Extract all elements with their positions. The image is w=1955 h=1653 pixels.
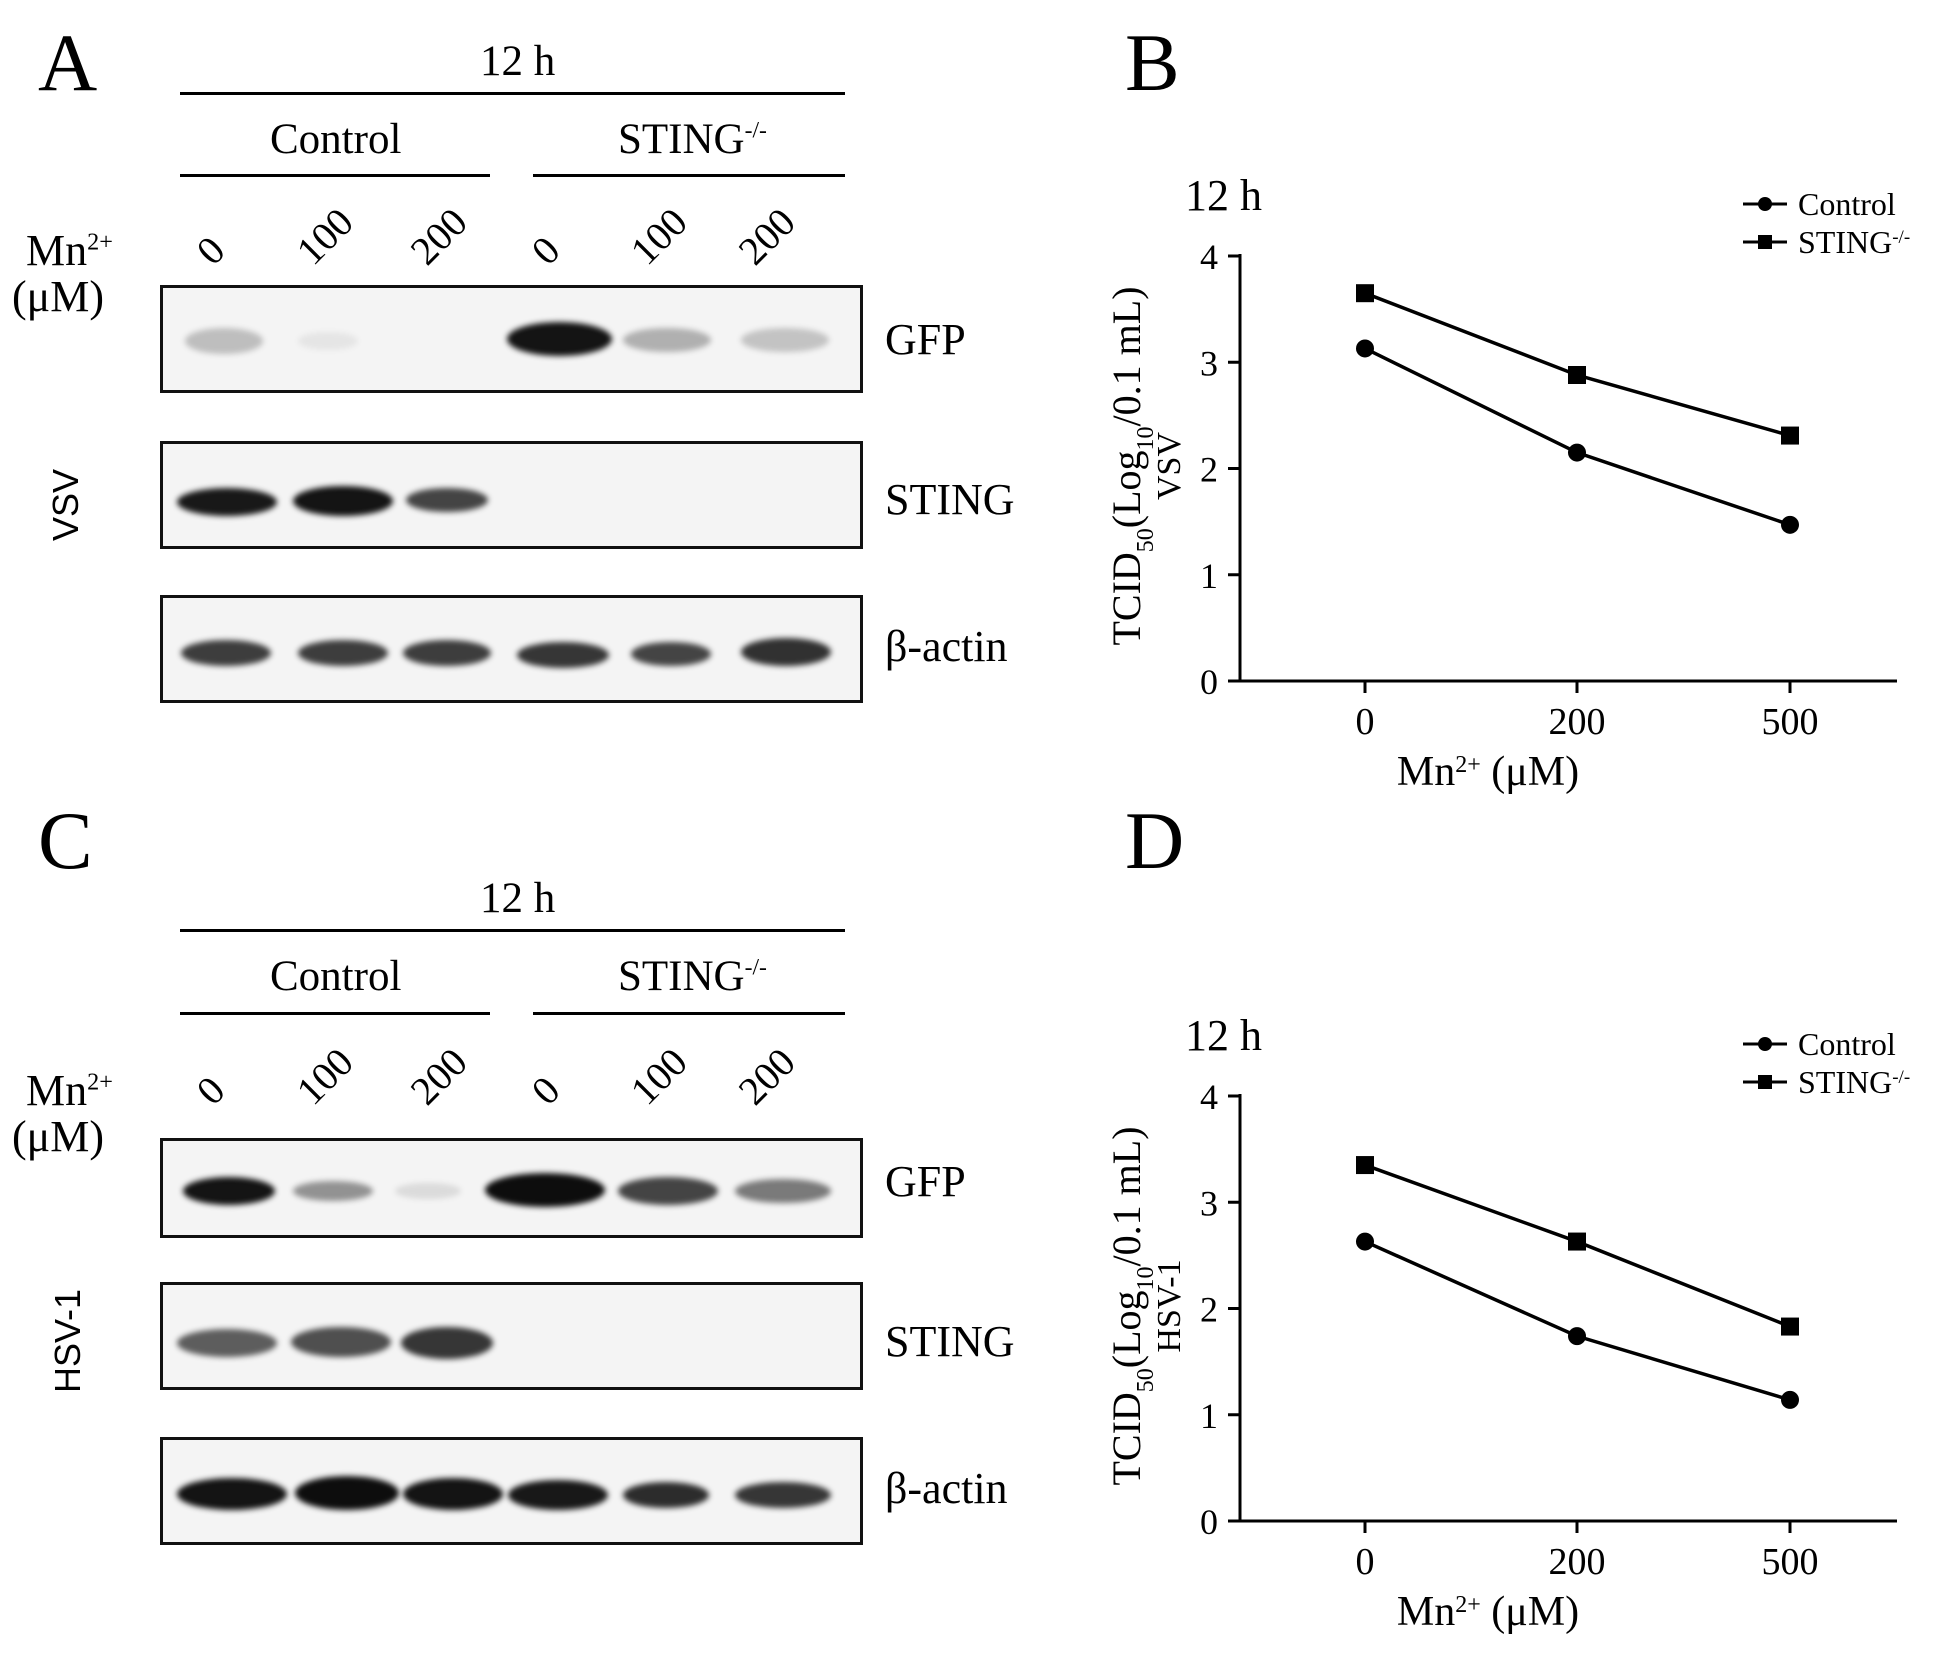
data-point — [1781, 1390, 1799, 1409]
sting-divider-c — [533, 1012, 845, 1015]
legend-marker — [1758, 197, 1772, 211]
actin-blot-c — [160, 1437, 863, 1545]
lane-label: 100 — [287, 1039, 362, 1114]
sting-blot-a — [160, 441, 863, 549]
data-point — [1781, 426, 1799, 445]
time-header-a: 12 h — [480, 38, 556, 85]
group-control-a: Control — [270, 116, 402, 163]
time-divider-a — [180, 92, 845, 95]
y-tick-label: 4 — [1200, 237, 1218, 277]
lane-label: 100 — [621, 1039, 696, 1114]
lane-label: 200 — [729, 199, 804, 274]
group-control-c: Control — [270, 953, 402, 1000]
sting-blot-c — [160, 1282, 863, 1390]
y-tick-label: 0 — [1200, 662, 1218, 702]
legend-marker — [1758, 235, 1772, 249]
x-axis-label: Mn2+ (μM) — [1397, 749, 1579, 795]
panel-letter-c: C — [38, 795, 93, 886]
legend-label: Control — [1798, 1026, 1896, 1062]
y-axis-label-virus: VSV — [1151, 432, 1188, 500]
protein-label: GFP — [885, 1157, 966, 1206]
lane-label: 100 — [287, 199, 362, 274]
y-tick-label: 2 — [1200, 450, 1218, 490]
x-tick-label: 0 — [1356, 701, 1375, 743]
data-point — [1781, 1317, 1799, 1336]
y-tick-label: 4 — [1200, 1077, 1218, 1117]
legend-label: STING-/- — [1798, 224, 1910, 260]
x-tick-label: 200 — [1549, 1541, 1606, 1583]
y-tick-label: 0 — [1200, 1502, 1218, 1542]
data-point — [1356, 1156, 1374, 1175]
time-header-c: 12 h — [480, 875, 556, 922]
mn-label-c: Mn2+ (μM) — [12, 1066, 113, 1162]
virus-label-c: HSV-1 — [47, 1288, 88, 1393]
gfp-blot-c — [160, 1138, 863, 1238]
panel-letter-d: D — [1125, 795, 1185, 886]
lane-label: 200 — [729, 1039, 804, 1114]
lane-label: 0 — [522, 227, 569, 274]
chart-title: 12 h — [1185, 1011, 1262, 1060]
y-tick-label: 2 — [1200, 1290, 1218, 1330]
lane-label: 200 — [401, 199, 476, 274]
protein-label: β-actin — [885, 622, 1008, 671]
y-tick-label: 3 — [1200, 1183, 1218, 1223]
control-divider-a — [180, 174, 490, 177]
series-line-1 — [1364, 291, 1791, 438]
data-point — [1568, 366, 1586, 384]
protein-label: β-actin — [885, 1464, 1008, 1513]
lane-label: 0 — [187, 1067, 234, 1114]
data-point — [1356, 339, 1374, 358]
data-point — [1568, 1327, 1586, 1346]
data-point — [1781, 515, 1799, 534]
chart-d: 12 h 0 1 2 3 4 0 200 500 Mn2+ (μM) TCID50(Log10/0.… — [1104, 1011, 1910, 1635]
y-axis-label-virus: HSV-1 — [1151, 1259, 1188, 1352]
panel-letter-b: B — [1125, 17, 1180, 108]
x-tick-label: 0 — [1356, 1541, 1375, 1583]
protein-label: STING — [885, 1317, 1015, 1366]
x-tick-label: 500 — [1762, 701, 1819, 743]
mn-label-a: Mn2+ (μM) — [12, 226, 113, 322]
panel-letter-a: A — [38, 17, 98, 108]
data-point — [1356, 1232, 1374, 1251]
group-sting-c: STING-/- — [618, 953, 767, 1000]
lane-label: 100 — [621, 199, 696, 274]
protein-label: GFP — [885, 315, 966, 364]
lane-label: 0 — [187, 227, 234, 274]
y-axis-label: TCID50(Log10/0.1 mL) — [1104, 1126, 1159, 1485]
lane-label: 200 — [401, 1039, 476, 1114]
y-tick-label: 1 — [1200, 556, 1218, 596]
x-axis-label: Mn2+ (μM) — [1397, 1589, 1579, 1635]
series-line-0 — [1364, 1239, 1791, 1402]
data-point — [1568, 443, 1586, 462]
group-sting-a: STING-/- — [618, 116, 767, 163]
legend-marker — [1758, 1075, 1772, 1089]
y-axis-label: TCID50(Log10/0.1 mL) — [1104, 286, 1159, 645]
data-point — [1568, 1232, 1586, 1251]
x-tick-label: 200 — [1549, 701, 1606, 743]
legend-marker — [1758, 1037, 1772, 1051]
legend-label: STING-/- — [1798, 1064, 1910, 1100]
protein-label: STING — [885, 475, 1015, 524]
control-divider-c — [180, 1012, 490, 1015]
time-divider-c — [180, 929, 845, 932]
chart-title: 12 h — [1185, 171, 1262, 220]
lane-label: 0 — [522, 1067, 569, 1114]
y-tick-label: 1 — [1200, 1396, 1218, 1436]
x-tick-label: 500 — [1762, 1541, 1819, 1583]
actin-blot-a — [160, 595, 863, 703]
gfp-blot-a — [160, 285, 863, 393]
chart-b: 12 h 0 1 2 3 4 0 200 500 Mn2+ (μM) TCID50(Log10/0.… — [1104, 171, 1910, 795]
data-point — [1356, 284, 1374, 303]
sting-divider-a — [533, 174, 845, 177]
virus-label-a: VSV — [45, 468, 86, 541]
y-tick-label: 3 — [1200, 343, 1218, 383]
legend-label: Control — [1798, 186, 1896, 222]
